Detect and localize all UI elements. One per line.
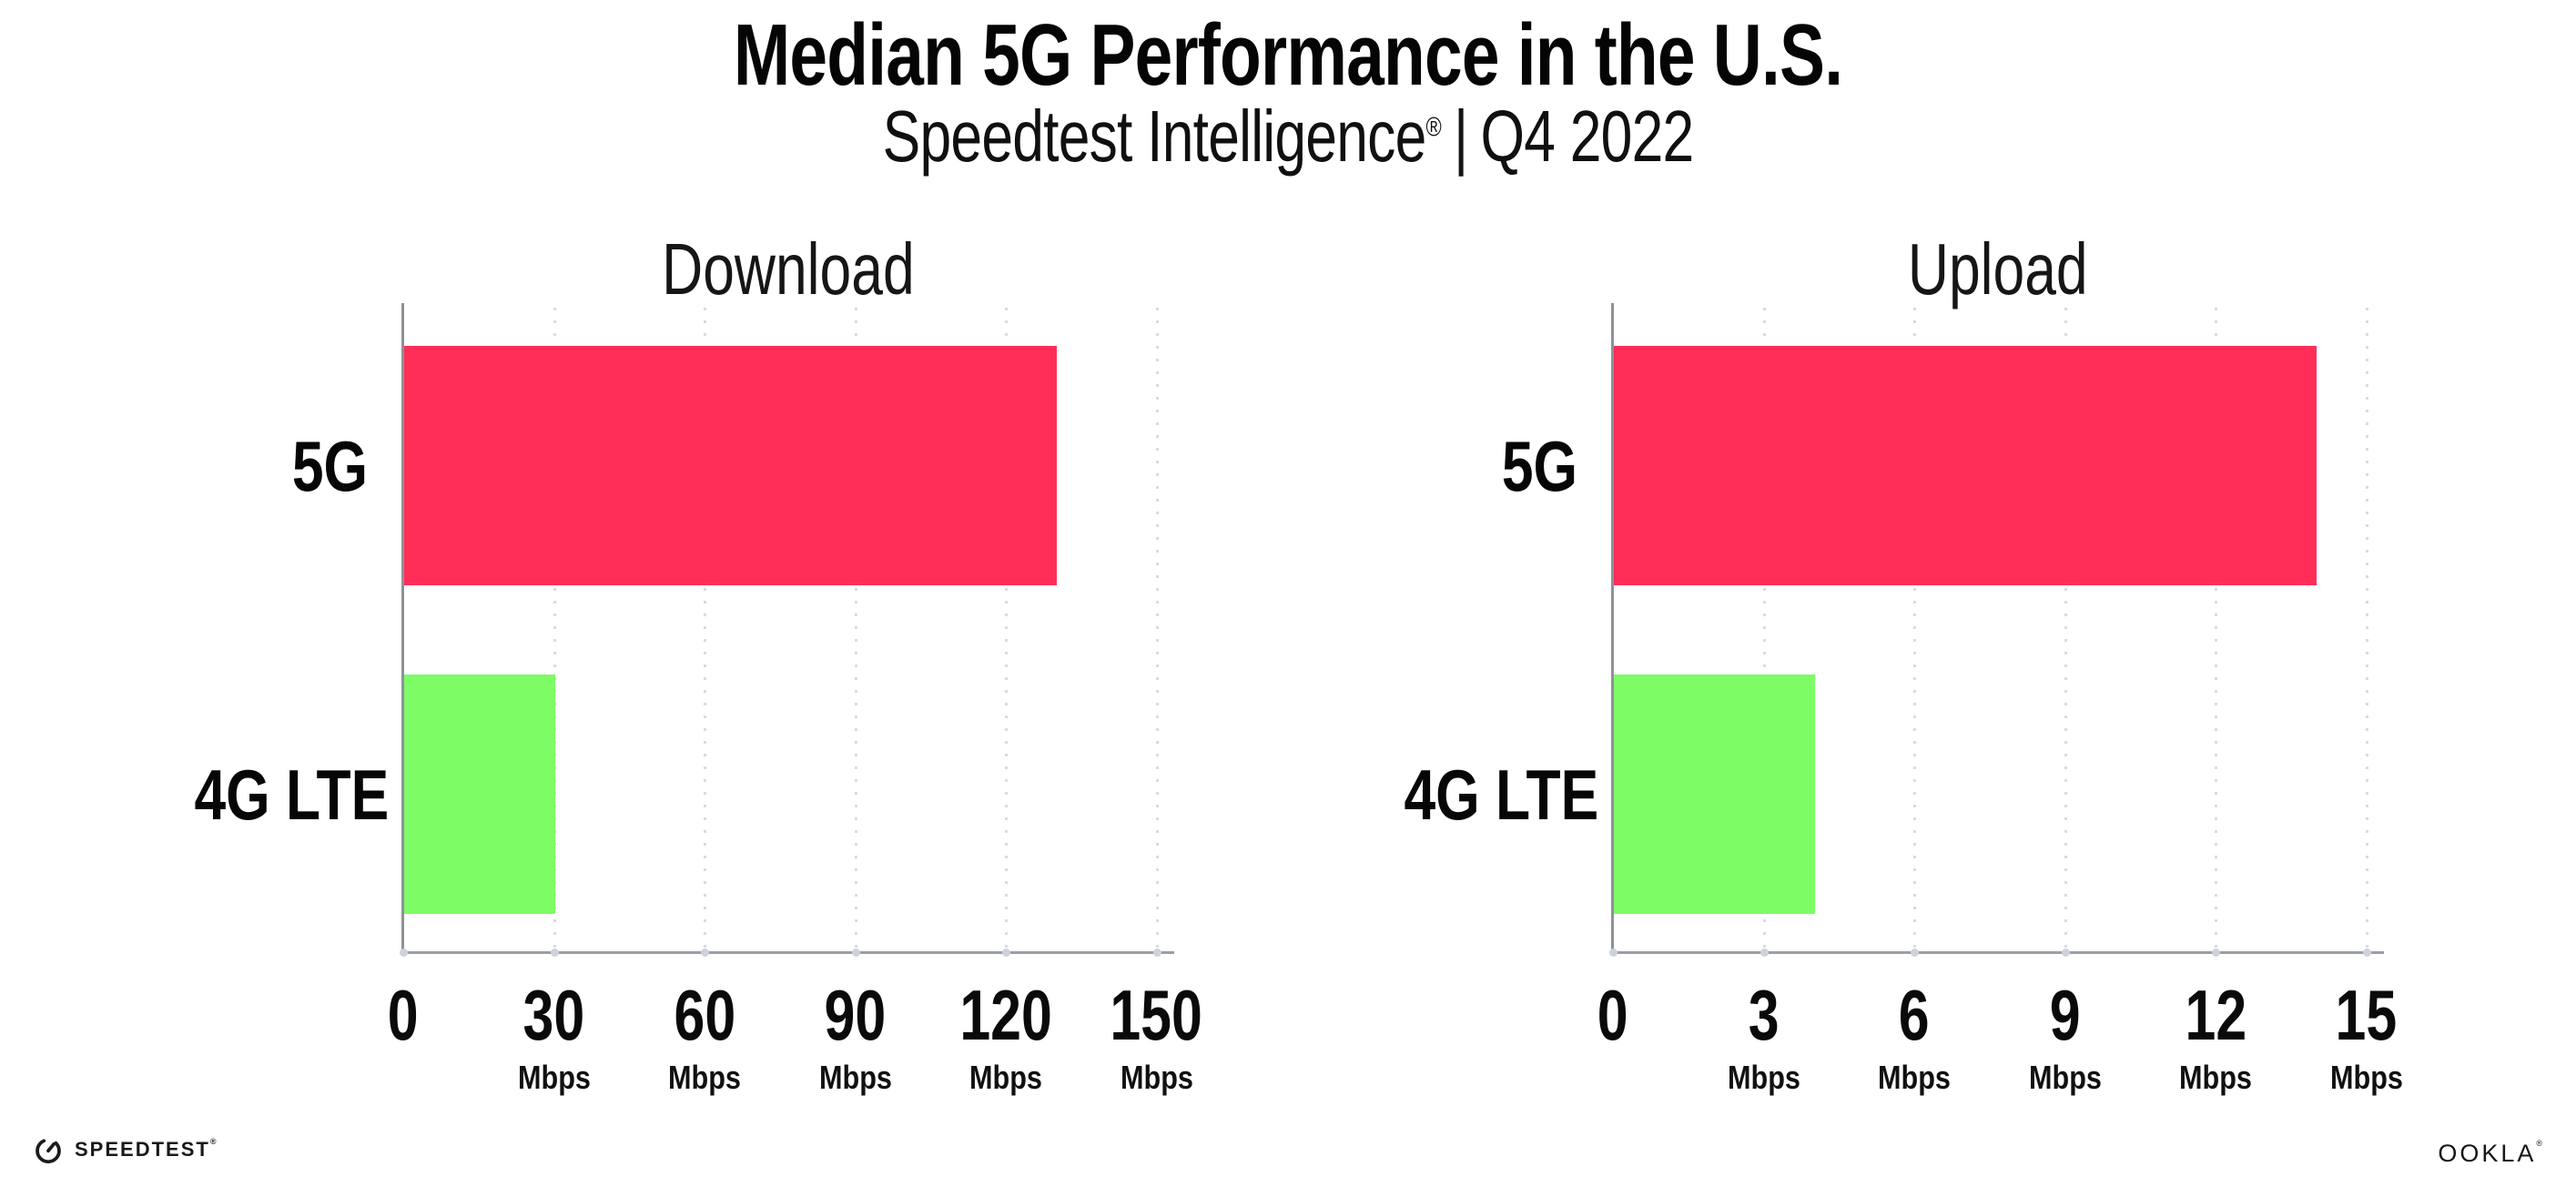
x-tick-unit: Mbps bbox=[1120, 1058, 1193, 1096]
axis-tick-dot bbox=[1911, 948, 1919, 957]
category-labels: 5G 4G LTE bbox=[146, 308, 390, 951]
x-tick-label: 60 Mbps bbox=[614, 975, 796, 1097]
axis-tick-dot bbox=[2362, 948, 2371, 957]
axis-tick-dot bbox=[2212, 948, 2220, 957]
trademark-icon: ® bbox=[2536, 1139, 2545, 1148]
x-tick-value: 0 bbox=[388, 975, 419, 1055]
gridline bbox=[1005, 308, 1008, 951]
x-tick-label: 90 Mbps bbox=[765, 975, 947, 1097]
registered-mark-icon: ® bbox=[1425, 112, 1441, 143]
x-tick-label: 12 Mbps bbox=[2125, 975, 2307, 1097]
x-tick-label: 150 Mbps bbox=[1066, 975, 1248, 1097]
subtitle-period: Q4 2022 bbox=[1480, 96, 1694, 177]
category-label-4g-lte: 4G LTE bbox=[194, 755, 390, 835]
x-axis-line bbox=[1611, 951, 2384, 954]
x-tick-unit: Mbps bbox=[2179, 1058, 2252, 1096]
axis-tick-dot bbox=[1609, 948, 1618, 957]
category-label-5g: 5G bbox=[291, 426, 368, 506]
x-tick-label: 30 Mbps bbox=[463, 975, 645, 1097]
x-tick-unit: Mbps bbox=[517, 1058, 591, 1096]
x-tick-value: 30 bbox=[522, 975, 585, 1055]
x-tick-value: 15 bbox=[2335, 975, 2398, 1055]
gridline bbox=[704, 308, 706, 951]
x-tick-value: 0 bbox=[1597, 975, 1628, 1055]
gridline bbox=[2365, 308, 2368, 951]
x-tick-label: 120 Mbps bbox=[915, 975, 1097, 1097]
x-tick-unit: Mbps bbox=[2329, 1058, 2403, 1096]
chart-title-upload: Upload bbox=[1907, 228, 2088, 309]
x-tick-value: 120 bbox=[959, 975, 1052, 1055]
gridline bbox=[2064, 308, 2067, 951]
gridline bbox=[1155, 308, 1159, 951]
bar-5g bbox=[1614, 346, 2317, 585]
x-tick-unit: Mbps bbox=[969, 1058, 1042, 1096]
axis-tick-dot bbox=[400, 948, 408, 957]
x-tick-value: 12 bbox=[2185, 975, 2246, 1055]
page-title-text: Median 5G Performance in the U.S. bbox=[733, 6, 1843, 104]
bar-5g bbox=[404, 346, 1058, 585]
ookla-logo-text: OOKLA bbox=[2438, 1140, 2537, 1167]
trademark-icon: ® bbox=[209, 1137, 218, 1146]
axis-tick-dot bbox=[701, 948, 709, 957]
speedtest-gauge-icon bbox=[35, 1138, 61, 1164]
gridline bbox=[1913, 308, 1916, 951]
x-tick-unit: Mbps bbox=[2028, 1058, 2102, 1096]
x-tick-unit: Mbps bbox=[818, 1058, 892, 1096]
page-subtitle: Speedtest Intelligence® | Q4 2022 bbox=[0, 95, 2576, 178]
chart-title-download: Download bbox=[661, 228, 915, 309]
upload-plot-area bbox=[1609, 303, 2384, 957]
download-chart: Download 5G 4G LTE 0 30 Mbps 60 Mbps 90 Mbps 120… bbox=[146, 228, 1220, 1138]
y-axis-line bbox=[401, 303, 404, 954]
bar-4g-lte bbox=[1614, 675, 1815, 914]
x-tick-value: 90 bbox=[824, 975, 887, 1055]
x-tick-label: 0 bbox=[1522, 975, 1704, 1055]
x-tick-value: 3 bbox=[1748, 975, 1780, 1055]
ookla-logo: OOKLA® bbox=[2438, 1140, 2545, 1168]
x-tick-label: 6 Mbps bbox=[1823, 975, 2005, 1097]
axis-tick-dot bbox=[1760, 948, 1769, 957]
axis-tick-dot bbox=[2061, 948, 2070, 957]
bar-4g-lte bbox=[404, 675, 555, 914]
page-title: Median 5G Performance in the U.S. bbox=[0, 5, 2576, 106]
gridline bbox=[854, 308, 857, 951]
x-axis-line bbox=[401, 951, 1174, 954]
category-labels: 5G 4G LTE bbox=[1355, 308, 1599, 951]
gridline bbox=[553, 308, 556, 951]
category-label-4g-lte: 4G LTE bbox=[1404, 755, 1599, 835]
download-plot-area bbox=[400, 303, 1174, 957]
speedtest-logo-text: SPEEDTEST® bbox=[75, 1137, 218, 1161]
x-tick-value: 9 bbox=[2049, 975, 2081, 1055]
x-tick-value: 60 bbox=[674, 975, 735, 1055]
subtitle-separator: | bbox=[1453, 96, 1468, 177]
upload-chart: Upload 5G 4G LTE 0 3 Mbps 6 Mbps 9 Mbps 12 Mbps 15… bbox=[1355, 228, 2429, 1138]
subtitle-brand: Speedtest Intelligence bbox=[882, 96, 1427, 177]
y-axis-line bbox=[1611, 303, 1614, 954]
x-tick-value: 6 bbox=[1899, 975, 1930, 1055]
x-tick-label: 0 bbox=[312, 975, 494, 1055]
axis-tick-dot bbox=[1152, 948, 1161, 957]
category-label-5g: 5G bbox=[1501, 426, 1577, 506]
gridline bbox=[1762, 308, 1766, 951]
x-tick-label: 3 Mbps bbox=[1673, 975, 1855, 1097]
axis-tick-dot bbox=[851, 948, 860, 957]
axis-tick-dot bbox=[1002, 948, 1010, 957]
x-tick-label: 15 Mbps bbox=[2276, 975, 2458, 1097]
x-tick-unit: Mbps bbox=[668, 1058, 741, 1096]
axis-tick-dot bbox=[550, 948, 559, 957]
x-tick-label: 9 Mbps bbox=[1974, 975, 2156, 1097]
speedtest-logo: SPEEDTEST® bbox=[33, 1134, 218, 1165]
x-tick-unit: Mbps bbox=[1878, 1058, 1951, 1096]
x-tick-unit: Mbps bbox=[1727, 1058, 1800, 1096]
x-tick-value: 150 bbox=[1110, 975, 1203, 1055]
gridline bbox=[2215, 308, 2217, 951]
